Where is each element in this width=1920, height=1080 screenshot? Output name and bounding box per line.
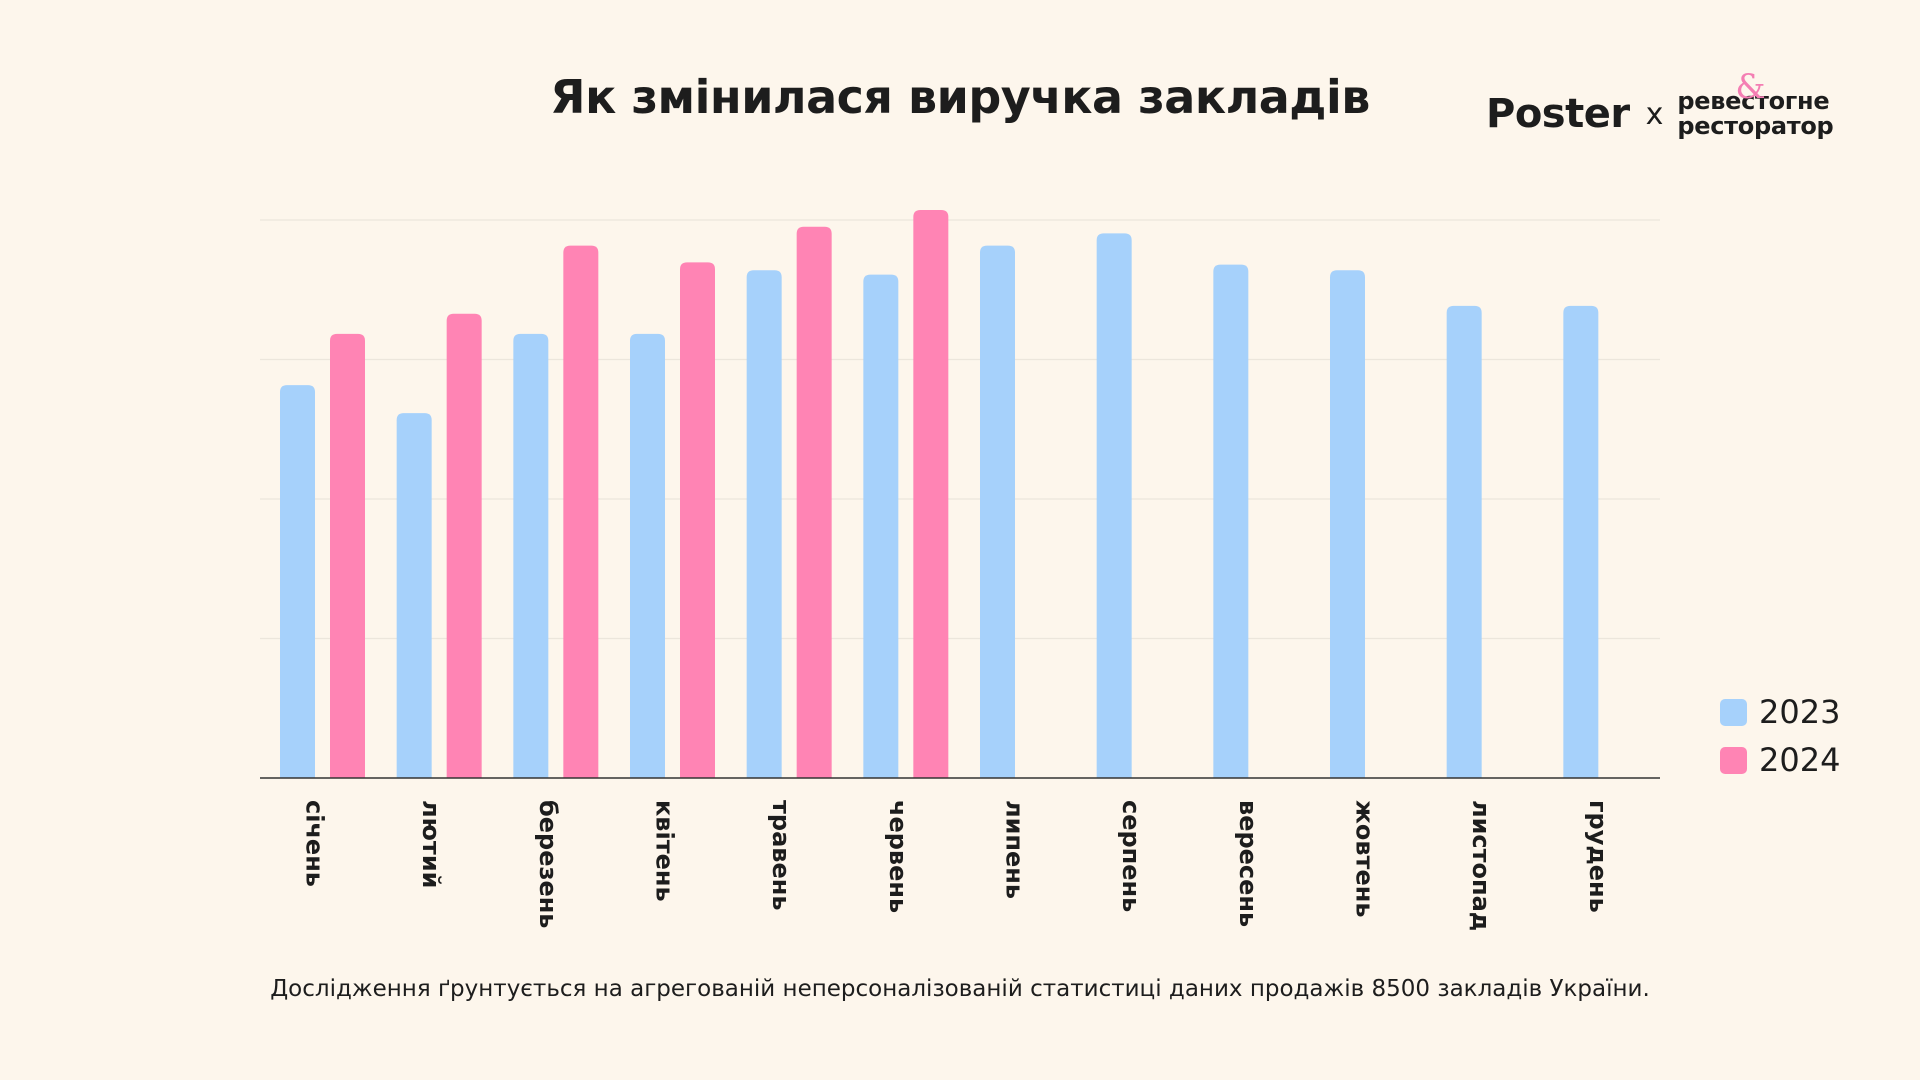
x-tick-label: квітень — [651, 800, 679, 902]
bar-2024-березень — [563, 245, 599, 779]
bar-2023-квітень — [630, 333, 665, 778]
legend-label-2023: 2023 — [1759, 693, 1841, 731]
bar-2023-серпень — [1096, 233, 1132, 779]
legend-label-2024: 2024 — [1759, 741, 1841, 779]
x-tick-label: листопад — [1467, 800, 1495, 931]
x-tick-label: вересень — [1234, 800, 1262, 927]
partner-logo-symbol: & — [1735, 67, 1766, 107]
poster-logo: Poster — [1486, 91, 1630, 137]
brand-logos: Poster x & ревестогне ресторатор — [1486, 70, 1834, 144]
bar-2023-жовтень — [1330, 270, 1365, 778]
bar-2024-червень — [913, 209, 949, 778]
bar-2023-травень — [746, 270, 782, 778]
footnote: Дослідження ґрунтується на агрегованій н… — [270, 976, 1650, 1002]
x-tick-label: лютий — [417, 800, 445, 888]
bar-2024-січень — [330, 333, 365, 778]
x-tick-label: січень — [301, 800, 329, 887]
x-tick-label: жовтень — [1351, 800, 1379, 918]
bar-2023-липень — [980, 245, 1015, 779]
x-tick-label: травень — [767, 800, 795, 911]
partner-logo-line-1: ревестогне — [1677, 87, 1830, 115]
bar-2023-лютий — [396, 413, 432, 778]
bar-2024-квітень — [680, 262, 715, 779]
x-tick-label: грудень — [1584, 800, 1612, 913]
chart-title: Як змінилася виручка закладів — [550, 70, 1370, 124]
partner-logo: & ревестогне ресторатор — [1677, 70, 1834, 140]
bar-2023-листопад — [1446, 305, 1482, 778]
x-tick-label: червень — [884, 800, 912, 913]
x-tick-label: березень — [534, 800, 562, 928]
bar-2023-березень — [513, 333, 549, 778]
legend-item-2024: 2024 — [1720, 736, 1840, 784]
chart-legend: 2023 2024 — [1720, 688, 1840, 784]
brand-separator: x — [1645, 96, 1664, 132]
x-tick-label: серпень — [1117, 800, 1145, 912]
bar-2023-червень — [863, 274, 899, 778]
bar-2023-грудень — [1563, 305, 1599, 778]
bar-2023-вересень — [1213, 264, 1249, 778]
legend-swatch-2024 — [1720, 746, 1747, 774]
bar-2023-січень — [280, 385, 315, 778]
legend-swatch-2023 — [1720, 698, 1747, 726]
legend-item-2023: 2023 — [1720, 688, 1840, 736]
bar-2024-лютий — [446, 313, 482, 778]
partner-logo-line-2: ресторатор — [1677, 112, 1834, 140]
x-tick-label: липень — [1001, 800, 1029, 899]
bar-2024-травень — [796, 226, 832, 779]
